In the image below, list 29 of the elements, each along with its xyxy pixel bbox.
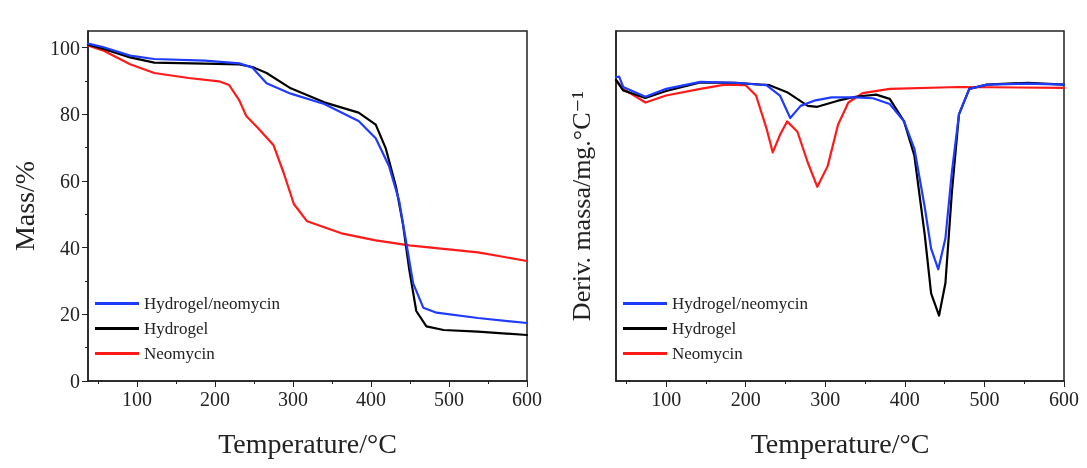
y-tick-label: 40 <box>60 236 80 259</box>
legend-label: Hydrogel/neomycin <box>144 294 281 313</box>
y-axis-title: Mass/% <box>8 160 40 252</box>
x-tick-label: 400 <box>356 388 387 410</box>
legend-label: Hydrogel/neomycin <box>672 294 809 313</box>
line-series <box>86 44 529 263</box>
legend-label: Neomycin <box>144 344 216 363</box>
x-tick-label: 600 <box>1049 388 1079 410</box>
x-axis-title: Temperature/°C <box>218 427 397 459</box>
x-tick-label: 200 <box>730 388 761 410</box>
x-tick-label: 300 <box>810 388 841 410</box>
x-tick-label: 100 <box>122 388 153 410</box>
y-tick-label: 80 <box>60 103 80 126</box>
x-tick-label: 500 <box>434 388 465 410</box>
y-tick-label: 0 <box>70 370 80 392</box>
x-tick-label: 300 <box>278 388 309 410</box>
legend-label: Hydrogel <box>144 319 209 338</box>
x-axis-title: Temperature/°C <box>750 427 930 459</box>
x-tick-label: 100 <box>651 388 682 410</box>
x-tick-label: 600 <box>512 388 542 410</box>
x-tick-label: 400 <box>889 388 920 410</box>
legend-label: Hydrogel <box>672 319 737 338</box>
y-tick-label: 100 <box>50 36 80 59</box>
y-axis-title: Deriv. massa/mg.°C⁻¹ <box>566 90 596 322</box>
y-tick-label: 60 <box>60 170 80 192</box>
legend-label: Neomycin <box>672 344 744 363</box>
y-tick-label: 20 <box>60 303 80 326</box>
x-tick-label: 200 <box>200 388 231 410</box>
x-tick-label: 500 <box>969 388 1000 410</box>
